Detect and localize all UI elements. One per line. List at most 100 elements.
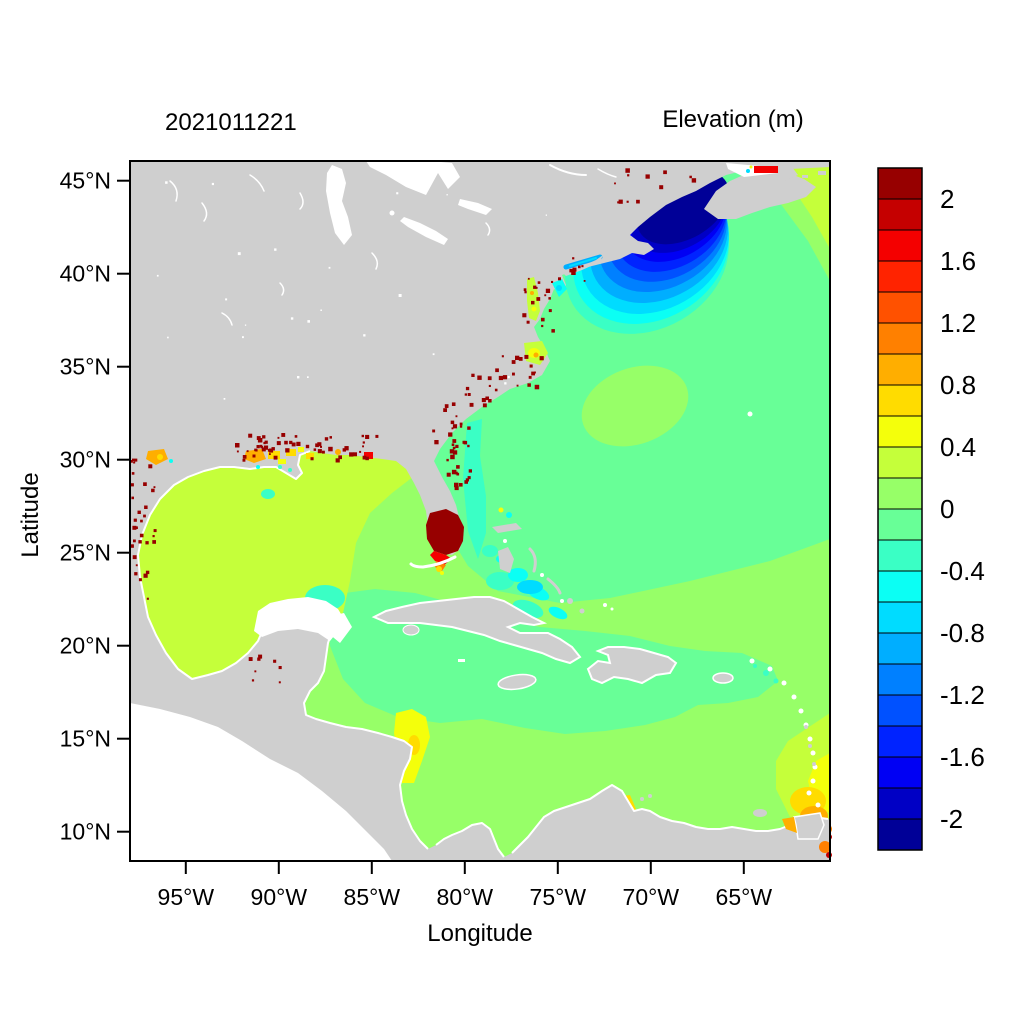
colorbar-tick-label: 0.4 [940,432,976,462]
lesser-antilles-arc [798,708,804,714]
colorbar-band [877,725,923,758]
x-axis: 95°W 90°W 85°W 80°W 75°W 70°W 65°W [158,862,772,910]
colorbar-band [877,601,923,634]
speckles-north-gulf [256,436,261,440]
y-tick-label: 40°N [60,261,111,287]
colorbar-tick-label: 0.8 [940,370,976,400]
texas-cyan-dot [169,459,173,463]
coast-fringe-gulf [137,450,311,680]
speckles-north-gulf [365,434,370,439]
speckles-florida-east [465,478,469,482]
speckles-chesapeake [551,329,555,333]
islet-top-1 [818,171,826,175]
land-white-speckles [363,334,366,337]
speckles-texas [135,526,138,529]
speckles-newjersey [558,277,561,281]
speckles-texas [143,514,146,518]
colorbar-band [877,663,923,696]
speckles-northcarolina [527,383,531,387]
lesser-antilles-arc [791,694,797,700]
corner-orange-dot [819,841,831,853]
puerto-rico [712,672,734,684]
speckles-northcarolina [531,371,535,376]
fundy-yellow-dot [749,165,753,169]
louisiana-yellow-1 [268,451,280,459]
colorbar-band [877,570,923,603]
land-white-speckles [225,298,228,301]
colorbar-band [877,229,923,262]
speckles-texas [130,483,134,487]
colorbar-band [877,787,923,820]
speckles-texas [137,510,141,514]
delaware-bay-core [556,285,562,291]
speckles-newjersey [578,265,581,269]
speckles-newjersey [572,267,577,272]
lake-michigan [326,165,352,245]
louisiana-cyan-dot [256,465,260,469]
speckles-southcarolina [477,375,482,380]
cayman [458,659,465,662]
colorbar-tick-label: -0.4 [940,556,985,586]
speckles-texas [140,519,143,523]
colorbar-band [877,446,923,479]
land-white-speckles [167,336,169,339]
colorbar-band [877,198,923,231]
river-7 [221,312,233,326]
speckles-campeche [257,657,261,661]
speckles-maine [627,174,630,177]
land-white-speckles [237,252,241,256]
speckles-north-gulf [246,450,249,453]
speckles-north-gulf [342,448,346,452]
lake-erie [400,217,448,245]
speckles-texas [151,488,155,493]
speckles-southcarolina [464,393,467,396]
land-white-speckles [504,382,507,385]
colorbar-tick-label: -1.6 [940,742,985,772]
teal-patch-3 [482,545,498,557]
colorbar-band [877,353,923,386]
coast-fringe-caribbean [303,618,429,850]
lesser-antilles-gray [812,762,816,766]
speckles-florida-east [448,432,453,437]
speckles-maine [689,175,692,179]
louisiana-yellow-3 [306,453,314,459]
lesser-antilles-arc [810,778,816,784]
speckles-southcarolina [485,396,489,401]
speckles-georgia [459,425,463,428]
speckles-north-gulf [365,456,369,461]
pacific-white [130,703,392,861]
cozumel-bank-white [326,613,352,643]
colorbar: 2 1.6 1.2 0.8 0.4 0 -0.4 -0.8 -1.2 -1.6 -2 [877,167,985,851]
speckles-texas [132,525,137,530]
margarita [753,809,767,817]
speckles-north-gulf [261,447,266,452]
y-axis-title: Latitude [17,472,44,557]
speckles-texas [134,458,138,462]
colorbar-band [877,477,923,510]
speckles-southcarolina [471,373,475,377]
antilles-teal-3 [753,664,757,668]
cuba-north-cyan [517,580,543,594]
y-tick-label: 30°N [60,447,111,473]
colorbar-tick-label: 1.6 [940,246,976,276]
bermuda [747,411,753,417]
speckles-northcarolina [501,355,504,358]
x-tick-label: 70°W [623,884,680,910]
speckles-northcarolina [528,375,532,379]
speckles-north-gulf [263,445,269,450]
colorbar-tick-label: -1.2 [940,680,985,710]
speckles-north-gulf [242,455,247,459]
turks-caicos-1 [603,603,607,607]
speckles-north-gulf [324,437,329,441]
speckles-newjersey [583,280,586,282]
speckles-texas [132,458,135,462]
speckles-florida-east [446,472,451,477]
speckles-north-gulf [289,440,293,445]
speckles-maine [618,199,623,204]
x-tick-label: 80°W [437,884,494,910]
chesapeake-yellow-dot [531,306,537,312]
speckles-mexico [143,573,148,578]
speckles-florida-east [450,454,455,460]
speckles-campeche [251,679,255,682]
